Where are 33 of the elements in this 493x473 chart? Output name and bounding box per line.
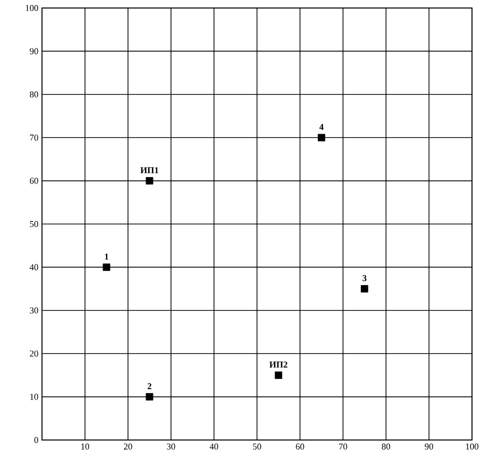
x-tick-label: 100 (466, 444, 478, 450)
x-tick-label: 50 (253, 444, 262, 450)
x-tick-label: 70 (339, 444, 348, 450)
y-tick-label: 60 (30, 178, 38, 184)
x-tick-label: 40 (210, 444, 218, 450)
point (146, 393, 154, 400)
annotation: ИП1 (140, 167, 158, 174)
point (102, 264, 110, 271)
y-tick-label: 30 (30, 307, 38, 314)
annotation: 4 (319, 124, 324, 130)
point (274, 372, 282, 379)
y-tick-label: 90 (30, 48, 38, 54)
annotation: 1 (104, 254, 108, 260)
y-tick-label: 100 (26, 4, 38, 12)
x-tick-label: 90 (424, 444, 434, 450)
y-tick-label: 50 (30, 220, 38, 228)
point (318, 134, 326, 142)
x-tick-label: 20 (124, 444, 132, 450)
annotation: 3 (362, 275, 366, 282)
x-tick-label: 60 (296, 444, 304, 450)
y-tick-label: 10 (30, 394, 38, 400)
annotation: ИП2 (269, 362, 288, 368)
annotation: 2 (148, 383, 152, 390)
y-tick-label: 40 (30, 264, 38, 270)
x-tick-label: 30 (166, 444, 176, 450)
point (360, 285, 368, 292)
y-tick-label: 20 (30, 350, 38, 357)
point (146, 177, 154, 184)
x-tick-label: 10 (81, 444, 90, 450)
x-tick-label: 80 (382, 444, 390, 450)
y-tick-label: 0 (34, 436, 38, 444)
y-tick-label: 80 (30, 91, 38, 98)
y-tick-label: 70 (30, 134, 38, 141)
